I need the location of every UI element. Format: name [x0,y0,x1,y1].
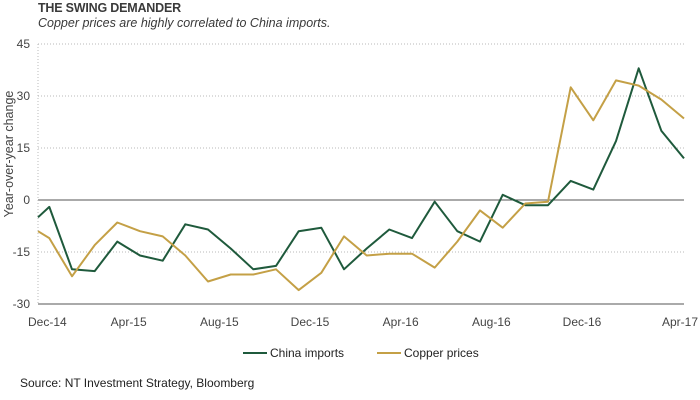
grid-lines [38,43,684,253]
x-tick-label: Dec-15 [291,315,330,329]
chart-title: THE SWING DEMANDER [38,1,181,15]
x-tick-label: Apr-16 [383,315,419,329]
y-tick-label: 15 [17,141,31,155]
legend: China imports Copper prices [243,346,479,360]
chart-subtitle: Copper prices are highly correlated to C… [38,16,331,30]
x-tick-label: Dec-14 [28,315,67,329]
x-tick-label: Apr-17 [662,315,698,329]
axes: -30 -15 0 15 30 45 Dec-14 Apr-15 Aug-15 Dec-15 Apr… [2,37,698,329]
series-line-china-imports [37,67,685,273]
y-tick-label: 30 [17,89,31,103]
series-lines [37,67,685,292]
series-line-copper-prices [37,79,685,292]
legend-label: China imports [270,346,344,360]
y-tick-label: -30 [13,297,31,311]
y-axis-label: Year-over-year change [2,91,16,218]
legend-label: Copper prices [404,346,479,360]
y-tick-label: 45 [17,37,31,51]
y-tick-label: 0 [23,193,30,207]
source-note: Source: NT Investment Strategy, Bloomber… [20,376,255,390]
x-tick-label: Dec-16 [563,315,602,329]
x-tick-label: Aug-16 [472,315,511,329]
y-tick-label: -15 [13,245,31,259]
x-tick-label: Aug-15 [200,315,239,329]
x-tick-label: Apr-15 [111,315,147,329]
